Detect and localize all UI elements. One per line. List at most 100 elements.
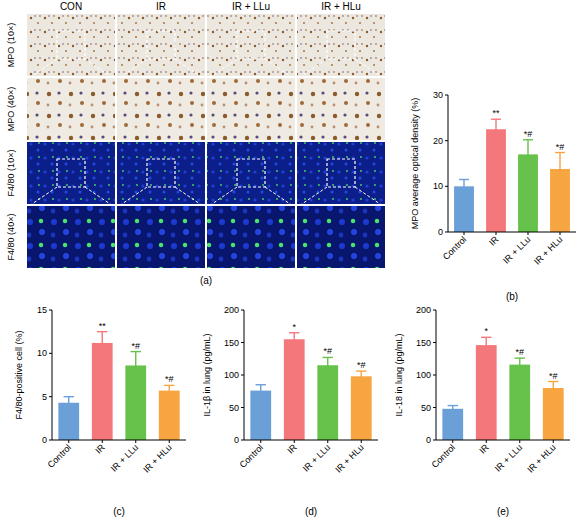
- tick-label: 100: [416, 370, 431, 380]
- tick: [294, 440, 295, 443]
- row-label: MPO (40×): [6, 87, 16, 131]
- category-label: IR + HLu: [333, 442, 365, 474]
- significance: *#: [549, 371, 558, 381]
- zoom-box: [237, 159, 265, 187]
- zoom-line: [265, 59, 293, 78]
- error-bar: [131, 352, 141, 380]
- plot-area: [442, 337, 563, 440]
- tick-label: 50: [421, 403, 431, 413]
- zoom-box: [237, 31, 265, 59]
- column-label: CON: [60, 1, 82, 12]
- category-label: IR + HLu: [141, 442, 173, 474]
- micrograph: [117, 78, 205, 140]
- significance: *#: [556, 142, 565, 152]
- tick: [241, 310, 244, 311]
- significance: *: [484, 326, 488, 336]
- bar: [284, 339, 305, 440]
- zoom-line: [85, 187, 113, 206]
- bar: [486, 129, 506, 232]
- zoom-line: [175, 187, 203, 206]
- bar: [351, 376, 372, 440]
- error-bar: [356, 371, 366, 381]
- tick: [528, 232, 529, 235]
- tick: [445, 140, 448, 141]
- micrograph: [207, 14, 295, 76]
- category-label: IR + LLu: [109, 442, 140, 473]
- micrograph: [27, 142, 115, 204]
- error-bar: [448, 406, 458, 413]
- micrograph: [117, 142, 205, 204]
- bar-chart: 050100150200ControlIRIR + LLuIR + HLuIL-…: [202, 305, 378, 517]
- tick: [49, 396, 52, 397]
- error-bar: [323, 357, 333, 373]
- tick-label: 200: [416, 305, 431, 315]
- category-label: IR: [285, 442, 299, 456]
- category-label: Control: [441, 234, 469, 262]
- x-axis: [244, 440, 378, 441]
- tick: [49, 310, 52, 311]
- tick: [445, 95, 448, 96]
- tick: [260, 440, 261, 443]
- tick-label: 30: [433, 90, 443, 100]
- zoom-line: [299, 59, 327, 78]
- bar-chart: 051015ControlIRIR + LLuIR + HLuF4/80-pos…: [14, 305, 186, 517]
- error-bar: [256, 385, 266, 397]
- tick: [433, 310, 436, 311]
- micrograph: [27, 78, 115, 140]
- tick-label: 150: [416, 338, 431, 348]
- bar: [317, 365, 338, 440]
- tick: [68, 440, 69, 443]
- micrograph: [207, 78, 295, 140]
- axis-title: IL-18 in lung (pg/mL): [394, 333, 404, 416]
- tick-label: 20: [433, 136, 443, 146]
- figure: CONIRIR + LLuIR + HLuMPO (10×)MPO (40×)F…: [0, 0, 582, 525]
- tick: [560, 232, 561, 235]
- bar: [159, 391, 180, 440]
- zoom-line: [209, 187, 237, 206]
- micrograph: [297, 14, 385, 76]
- tick: [241, 342, 244, 343]
- panel-label: (e): [497, 506, 509, 517]
- error-bar: [491, 119, 501, 139]
- tick-label: 10: [433, 181, 443, 191]
- significance: **: [492, 108, 500, 118]
- micrograph: [117, 206, 205, 268]
- axis-title: IL-1β in lung (pg/mL): [202, 333, 212, 416]
- error-bar: [515, 358, 525, 371]
- tick: [433, 342, 436, 343]
- axis-title: F4/80-positive cell (%): [14, 330, 24, 419]
- tick-label: 200: [224, 305, 239, 315]
- tick: [553, 440, 554, 443]
- significance: *#: [131, 341, 140, 351]
- zoom-line: [29, 187, 57, 206]
- tick: [241, 375, 244, 376]
- bar: [476, 345, 497, 440]
- tick-label: 0: [234, 435, 239, 445]
- category-label: IR: [487, 234, 501, 248]
- micrograph: [117, 14, 205, 76]
- zoom-box: [327, 31, 355, 59]
- tick-label: 0: [438, 227, 443, 237]
- error-bar: [481, 337, 491, 353]
- micrograph: [207, 206, 295, 268]
- tick-label: 0: [42, 435, 47, 445]
- bar: [92, 343, 113, 440]
- significance: *#: [524, 129, 533, 139]
- tick: [433, 375, 436, 376]
- micrograph: [297, 78, 385, 140]
- tick: [486, 440, 487, 443]
- x-axis: [436, 440, 570, 441]
- category-label: IR + LLu: [301, 442, 332, 473]
- error-bar: [64, 397, 74, 409]
- plot-area: [250, 333, 371, 440]
- zoom-line: [265, 187, 293, 206]
- zoom-box: [147, 31, 175, 59]
- panel-label: (c): [113, 506, 125, 517]
- tick-label: 100: [224, 370, 239, 380]
- tick-label: 50: [229, 403, 239, 413]
- plot-area: [454, 119, 570, 232]
- zoom-line: [29, 59, 57, 78]
- category-label: IR: [93, 442, 107, 456]
- row-label: MPO (10×): [6, 23, 16, 67]
- error-bar: [289, 333, 299, 346]
